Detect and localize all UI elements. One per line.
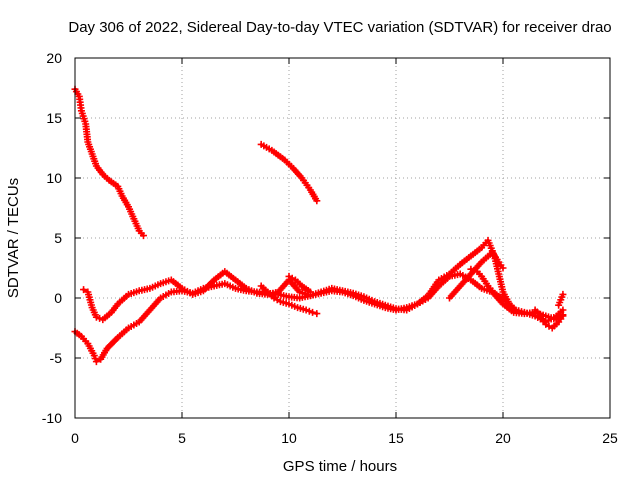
chart-title: Day 306 of 2022, Sidereal Day-to-day VTE… bbox=[68, 19, 611, 36]
data-point bbox=[92, 313, 100, 321]
data-point bbox=[559, 290, 567, 298]
data-point bbox=[305, 307, 313, 315]
x-axis-label: GPS time / hours bbox=[283, 458, 397, 475]
series-track-b bbox=[257, 140, 321, 205]
series-track-a bbox=[71, 85, 147, 240]
series-track-k bbox=[555, 290, 567, 309]
x-tick-label: 25 bbox=[602, 430, 618, 446]
ticks: 0 5 10 15 20 25 -10 -5 0 5 10 15 20 bbox=[42, 50, 618, 446]
data-point bbox=[309, 308, 317, 316]
data-point bbox=[503, 300, 511, 308]
data-point bbox=[313, 197, 321, 205]
data-point bbox=[313, 310, 321, 318]
y-tick-label: 15 bbox=[46, 110, 62, 126]
data-point bbox=[306, 288, 314, 296]
y-axis-label: SDTVAR / TECUs bbox=[5, 178, 22, 298]
x-tick-label: 15 bbox=[388, 430, 404, 446]
data-marks bbox=[71, 85, 567, 366]
data-point bbox=[467, 265, 475, 273]
data-point bbox=[139, 232, 147, 240]
series-track-j bbox=[531, 306, 567, 332]
series-track-g bbox=[446, 248, 507, 302]
series-track-i bbox=[499, 290, 511, 308]
y-tick-label: 20 bbox=[46, 50, 62, 66]
data-point bbox=[499, 264, 507, 272]
x-tick-label: 0 bbox=[71, 430, 79, 446]
y-tick-label: 0 bbox=[54, 290, 62, 306]
data-point bbox=[92, 358, 100, 366]
data-point bbox=[559, 306, 567, 314]
data-point bbox=[470, 266, 478, 274]
series-track-c bbox=[71, 270, 567, 366]
series-track-d bbox=[80, 236, 567, 326]
series-track-f bbox=[285, 272, 314, 296]
x-tick-label: 20 bbox=[495, 430, 511, 446]
y-tick-label: -5 bbox=[50, 350, 63, 366]
data-point bbox=[559, 312, 567, 320]
y-tick-label: -10 bbox=[42, 410, 62, 426]
grid bbox=[75, 58, 610, 418]
series-track-e bbox=[257, 282, 321, 318]
data-point bbox=[80, 286, 88, 294]
x-tick-label: 10 bbox=[281, 430, 297, 446]
y-tick-label: 10 bbox=[46, 170, 62, 186]
data-point bbox=[302, 306, 310, 314]
x-tick-label: 5 bbox=[178, 430, 186, 446]
y-tick-label: 5 bbox=[54, 230, 62, 246]
